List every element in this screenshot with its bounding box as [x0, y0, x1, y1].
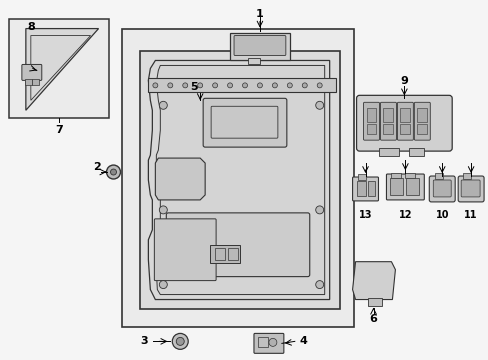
FancyBboxPatch shape [22, 64, 41, 80]
Circle shape [272, 83, 277, 88]
Bar [379, 148, 399, 156]
Bar [32, 80, 39, 85]
Circle shape [227, 83, 232, 88]
Circle shape [183, 83, 187, 88]
Bar [367, 181, 375, 196]
Bar [408, 148, 424, 156]
Bar [366, 108, 376, 122]
Text: 6: 6 [369, 314, 377, 324]
Bar [400, 124, 409, 134]
Bar [383, 108, 393, 122]
Text: 10: 10 [435, 210, 448, 220]
Text: 5: 5 [190, 82, 198, 93]
Bar [366, 124, 376, 134]
Text: 7: 7 [55, 125, 62, 135]
FancyBboxPatch shape [154, 219, 216, 280]
FancyBboxPatch shape [397, 102, 412, 140]
Circle shape [172, 333, 188, 349]
Circle shape [167, 83, 172, 88]
FancyBboxPatch shape [428, 176, 454, 202]
Text: 12: 12 [398, 210, 411, 220]
Circle shape [153, 83, 158, 88]
Circle shape [176, 337, 184, 345]
Circle shape [242, 83, 247, 88]
Polygon shape [26, 28, 99, 110]
Circle shape [106, 165, 120, 179]
Circle shape [197, 83, 202, 88]
Bar [462, 173, 470, 179]
Text: 3: 3 [141, 336, 148, 346]
Polygon shape [352, 262, 395, 300]
FancyBboxPatch shape [203, 98, 286, 147]
Bar [357, 174, 365, 180]
Bar [390, 173, 401, 178]
Bar [148, 78, 335, 92]
Circle shape [302, 83, 306, 88]
FancyBboxPatch shape [356, 95, 451, 151]
Bar [383, 124, 393, 134]
Bar [356, 181, 365, 196]
Bar [406, 178, 419, 195]
Bar [405, 173, 414, 178]
Circle shape [315, 101, 323, 109]
Bar [122, 28, 353, 328]
Bar [229, 32, 289, 60]
FancyBboxPatch shape [363, 102, 379, 140]
Bar [9, 19, 108, 118]
Circle shape [159, 101, 167, 109]
Bar [247, 58, 260, 64]
FancyBboxPatch shape [413, 102, 429, 140]
Bar [258, 337, 267, 347]
Bar [215, 248, 224, 260]
Circle shape [287, 83, 292, 88]
Bar [400, 108, 409, 122]
Circle shape [159, 206, 167, 214]
Bar [416, 108, 427, 122]
Text: 13: 13 [358, 210, 371, 220]
Text: 4: 4 [299, 336, 307, 346]
Text: 1: 1 [256, 9, 263, 19]
Circle shape [257, 83, 262, 88]
FancyBboxPatch shape [166, 213, 309, 276]
Bar [210, 245, 240, 263]
FancyBboxPatch shape [432, 180, 450, 197]
Text: 9: 9 [400, 76, 407, 86]
Text: 2: 2 [93, 162, 100, 172]
FancyBboxPatch shape [352, 177, 378, 201]
Polygon shape [156, 66, 324, 294]
Bar [367, 298, 382, 306]
Polygon shape [155, 158, 205, 200]
Circle shape [315, 206, 323, 214]
Text: 11: 11 [464, 210, 477, 220]
Bar [25, 80, 32, 85]
Text: 8: 8 [27, 22, 35, 32]
FancyBboxPatch shape [234, 36, 285, 55]
FancyBboxPatch shape [386, 174, 424, 200]
Circle shape [315, 280, 323, 289]
Circle shape [268, 338, 276, 346]
FancyBboxPatch shape [457, 176, 483, 202]
FancyBboxPatch shape [460, 180, 479, 197]
Polygon shape [148, 60, 329, 300]
Circle shape [212, 83, 217, 88]
Circle shape [317, 83, 322, 88]
FancyBboxPatch shape [380, 102, 396, 140]
Bar [416, 124, 427, 134]
FancyBboxPatch shape [253, 333, 283, 353]
Circle shape [159, 280, 167, 289]
Circle shape [110, 169, 116, 175]
Bar [389, 178, 403, 195]
Bar [227, 248, 238, 260]
Polygon shape [140, 50, 339, 310]
Bar [434, 173, 442, 179]
